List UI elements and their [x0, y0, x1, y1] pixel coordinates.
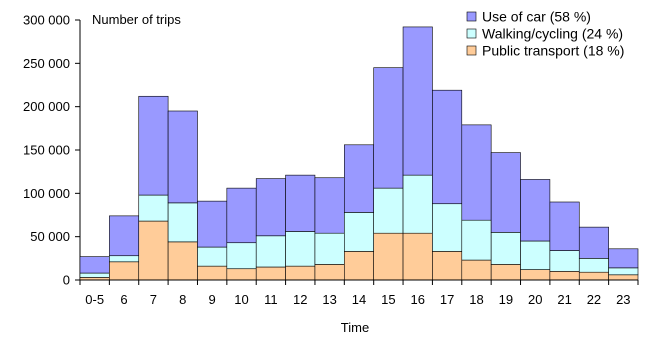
bar-13-series-2 [314, 177, 345, 234]
bar-12-series-1 [285, 231, 316, 267]
bar-13-series-1 [314, 232, 345, 265]
x-tick-label: 15 [381, 292, 395, 307]
bar-14-series-1 [344, 212, 374, 252]
legend: Use of car (58 %)Walking/cycling (24 %)P… [466, 9, 624, 59]
bar-20-series-0 [520, 269, 551, 281]
bar-17-series-2 [432, 89, 463, 205]
bar-21-series-2 [549, 201, 580, 251]
x-tick-label: 23 [616, 292, 630, 307]
bar-23-series-1 [608, 267, 639, 276]
bar-22-series-0 [578, 271, 609, 281]
x-tick-label: 21 [557, 292, 571, 307]
y-tick-label: 150 000 [23, 143, 70, 158]
bars [79, 26, 639, 281]
bar-18-series-2 [461, 124, 492, 221]
bar-11-series-0 [255, 266, 286, 281]
bar-18-series-1 [461, 219, 492, 261]
x-tick-label: 7 [150, 292, 157, 307]
x-tick-label: 13 [322, 292, 336, 307]
bar-14-series-2 [344, 144, 374, 213]
bar-6-series-0 [109, 261, 140, 281]
bar-6-series-2 [109, 215, 140, 257]
bar-16-series-2 [402, 26, 433, 176]
x-axis: 0-5 6 7 8 9 10 11 12 13 14 15 16 17 18 19 20 21 22 23 [79, 279, 639, 307]
y-tick-label: 100 000 [23, 186, 70, 201]
chart-inner-label: Number of trips [92, 12, 181, 27]
legend-label: Use of car (58 %) [482, 9, 591, 25]
bar-13-series-0 [314, 264, 345, 281]
bar-23-series-0 [608, 274, 639, 281]
bar-10-series-2 [226, 187, 257, 244]
bar-6-series-1 [109, 255, 140, 263]
bar-0-5-series-2 [79, 256, 110, 274]
bar-15-series-2 [373, 67, 404, 189]
y-tick-label: 50 000 [30, 229, 70, 244]
legend-swatch [466, 28, 477, 39]
bar-8-series-0 [167, 241, 198, 281]
bar-12-series-0 [285, 265, 316, 281]
x-tick-label: 16 [411, 292, 425, 307]
x-tick-label: 8 [179, 292, 186, 307]
bar-19-series-1 [490, 232, 521, 265]
y-tick-label: 250 000 [23, 56, 70, 71]
x-tick-label: 6 [120, 292, 127, 307]
bar-19-series-2 [490, 152, 521, 233]
bar-11-series-1 [255, 235, 286, 268]
y-axis: 0 50 000 100 000 150 000 200 000 250 000 300 0… [23, 13, 81, 288]
bar-22-series-2 [578, 226, 609, 259]
bar-16-series-0 [402, 232, 433, 281]
x-axis-label: Time [341, 320, 369, 335]
x-tick-label: 18 [469, 292, 483, 307]
bar-14-series-0 [344, 251, 374, 281]
bar-8-series-1 [167, 202, 198, 243]
x-tick-label: 0-5 [85, 292, 104, 307]
bar-10-series-0 [226, 268, 257, 281]
x-tick-label: 17 [440, 292, 454, 307]
bar-7-series-2 [138, 95, 169, 196]
x-tick-label: 10 [234, 292, 248, 307]
bar-18-series-0 [461, 259, 492, 281]
bar-16-series-1 [402, 174, 433, 234]
bar-17-series-0 [432, 251, 463, 281]
bar-7-series-0 [138, 220, 169, 281]
legend-swatch [466, 11, 477, 22]
bar-8-series-2 [167, 110, 198, 204]
bar-9-series-2 [197, 200, 228, 248]
bar-0-5-series-1 [79, 272, 110, 278]
bar-23-series-2 [608, 248, 639, 269]
bar-7-series-1 [138, 194, 169, 222]
bar-12-series-2 [285, 174, 316, 232]
bar-17-series-1 [432, 203, 463, 252]
x-tick-label: 12 [293, 292, 307, 307]
bar-21-series-0 [549, 271, 580, 281]
bar-15-series-0 [373, 232, 404, 281]
legend-swatch [466, 45, 477, 56]
x-tick-label: 9 [209, 292, 216, 307]
y-tick-label: 300 000 [23, 13, 70, 28]
x-tick-label: 20 [528, 292, 542, 307]
bar-22-series-1 [578, 258, 609, 273]
bar-10-series-1 [226, 242, 257, 270]
bar-11-series-2 [255, 178, 286, 237]
bar-15-series-1 [373, 187, 404, 234]
bar-9-series-1 [197, 246, 228, 267]
bar-21-series-1 [549, 250, 580, 272]
legend-label: Walking/cycling (24 %) [482, 26, 623, 42]
bar-20-series-1 [520, 240, 551, 270]
x-tick-label: 11 [264, 292, 278, 307]
legend-label: Public transport (18 %) [482, 43, 624, 59]
y-tick-label: 200 000 [23, 99, 70, 114]
bar-9-series-0 [197, 265, 228, 281]
bar-20-series-2 [520, 179, 551, 242]
x-tick-label: 14 [352, 292, 366, 307]
bar-19-series-0 [490, 264, 521, 281]
y-tick-label: 0 [63, 273, 70, 288]
x-tick-label: 22 [587, 292, 601, 307]
x-tick-label: 19 [499, 292, 513, 307]
